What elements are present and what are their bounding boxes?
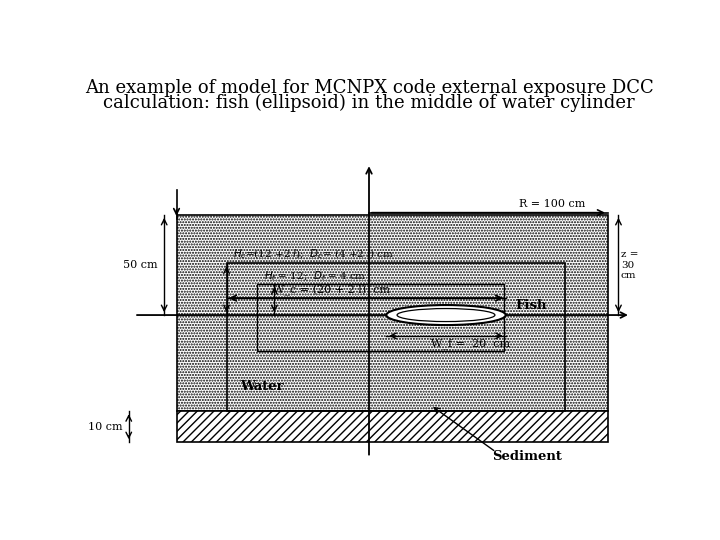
- Text: An example of model for MCNPX code external exposure DCC: An example of model for MCNPX code exter…: [85, 79, 653, 97]
- Text: Fish: Fish: [515, 299, 546, 312]
- Text: 50 cm: 50 cm: [123, 260, 158, 270]
- Text: 10 cm: 10 cm: [88, 422, 122, 431]
- Text: $H_f$ = 12;  $D_f$ = 4 cm: $H_f$ = 12; $D_f$ = 4 cm: [264, 269, 366, 282]
- Text: Water: Water: [240, 380, 284, 393]
- Text: calculation: fish (ellipsoid) in the middle of water cylinder: calculation: fish (ellipsoid) in the mid…: [103, 94, 635, 112]
- Ellipse shape: [397, 308, 495, 321]
- Text: Sediment: Sediment: [492, 450, 562, 463]
- Bar: [257, 284, 504, 351]
- Bar: [176, 215, 608, 411]
- Text: z =
30
cm: z = 30 cm: [621, 250, 639, 280]
- Text: $H_c$=(12 +2 $l$);  $D_c$= (4 +2 $l$) cm: $H_c$=(12 +2 $l$); $D_c$= (4 +2 $l$) cm: [233, 247, 394, 261]
- Text: W_c = (20 + 2 l)  cm: W_c = (20 + 2 l) cm: [273, 285, 390, 296]
- Ellipse shape: [387, 305, 505, 325]
- Text: W_f =  20  cm: W_f = 20 cm: [431, 338, 510, 348]
- Bar: [227, 264, 565, 411]
- Bar: [176, 411, 608, 442]
- Text: R = 100 cm: R = 100 cm: [519, 199, 585, 209]
